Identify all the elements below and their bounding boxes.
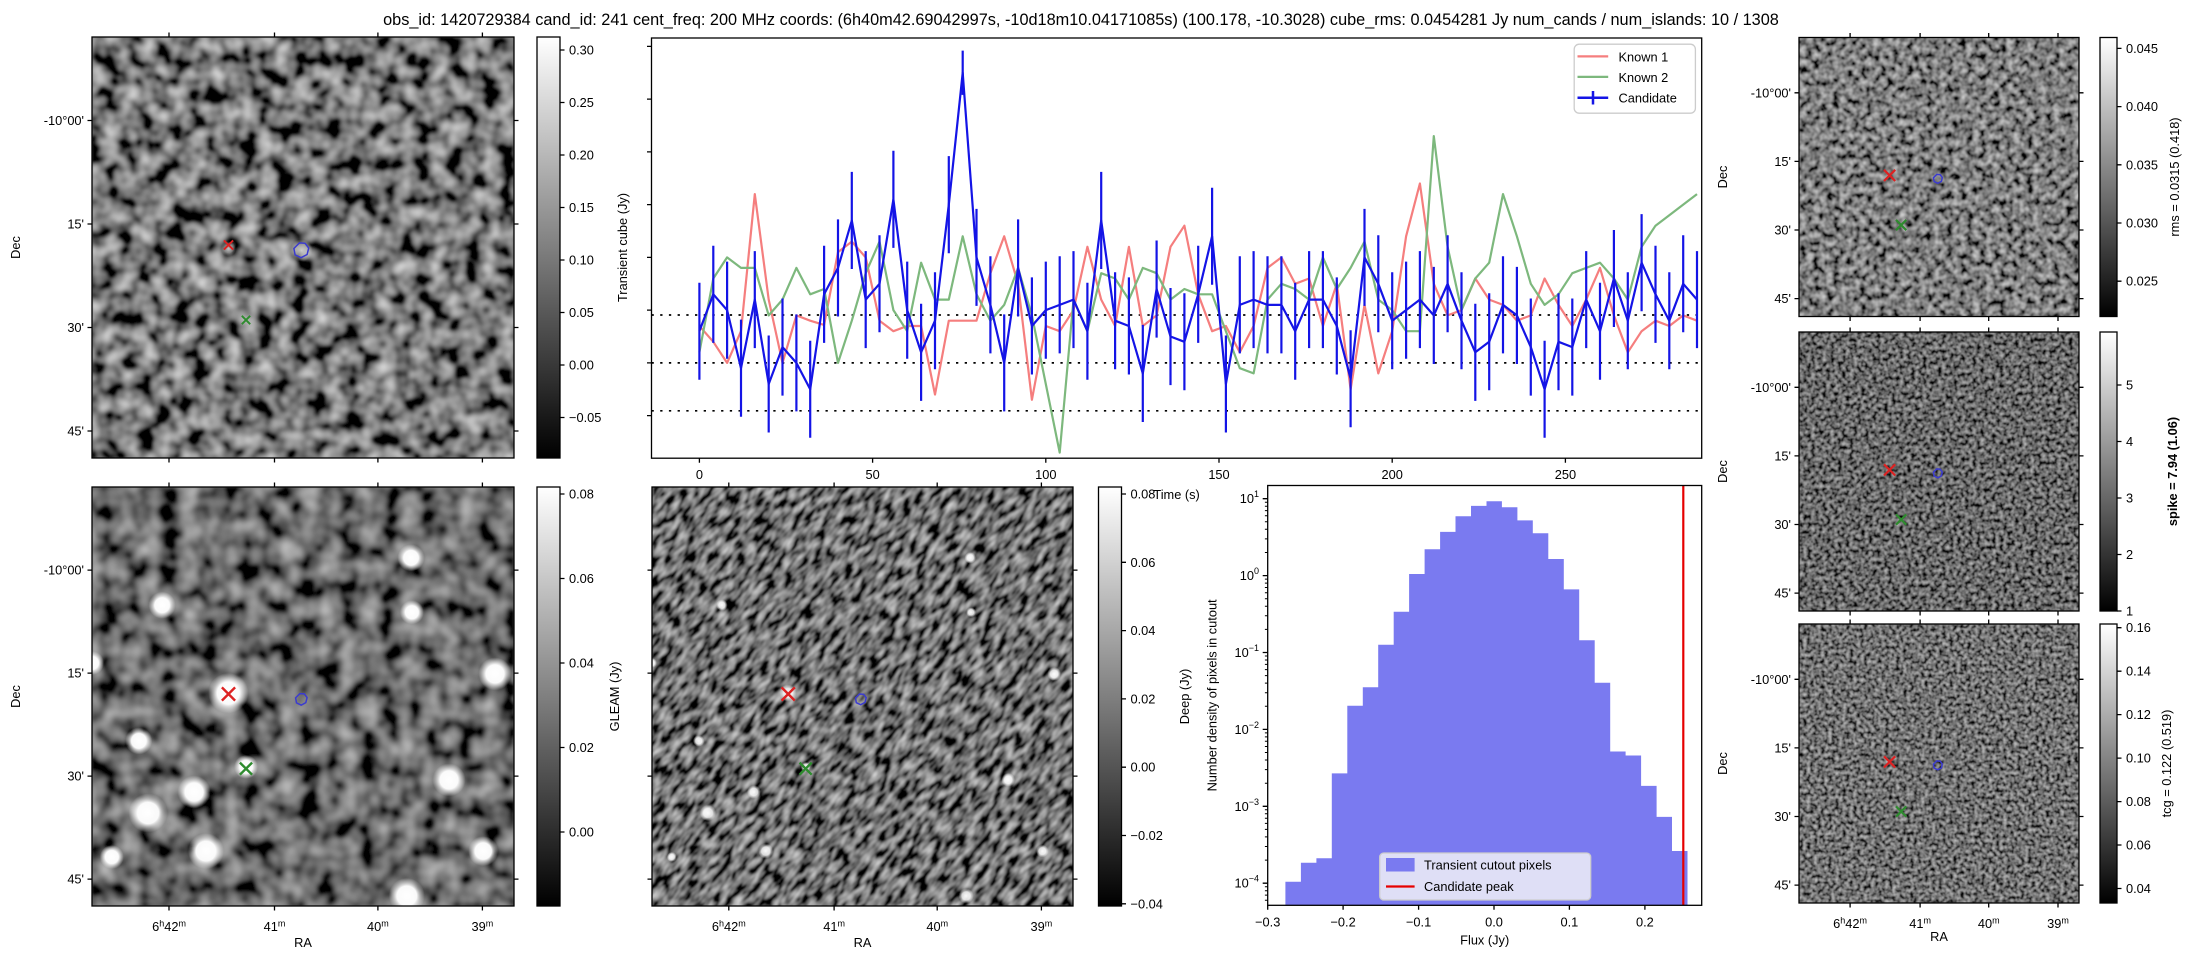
svg-text:Known 1: Known 1	[1619, 49, 1669, 64]
svg-text:0.05: 0.05	[569, 305, 594, 320]
svg-text:45': 45'	[1774, 291, 1791, 306]
svg-text:Dec: Dec	[1715, 752, 1730, 775]
svg-text:45': 45'	[1774, 878, 1791, 893]
svg-text:2: 2	[2126, 547, 2133, 562]
svg-text:Flux (Jy): Flux (Jy)	[1460, 932, 1509, 947]
svg-text:−0.02: −0.02	[1131, 828, 1163, 843]
svg-text:45': 45'	[67, 424, 84, 439]
svg-text:rms = 0.0315 (0.418): rms = 0.0315 (0.418)	[2167, 117, 2182, 236]
svg-text:45': 45'	[1774, 586, 1791, 601]
svg-text:0: 0	[696, 467, 703, 482]
svg-text:Transient cutout pixels: Transient cutout pixels	[1424, 858, 1552, 873]
svg-text:15': 15'	[67, 217, 84, 232]
svg-text:Dec: Dec	[8, 236, 23, 259]
svg-text:0.16: 0.16	[2126, 620, 2151, 635]
svg-text:0.04: 0.04	[1131, 623, 1156, 638]
svg-text:15': 15'	[1774, 154, 1791, 169]
svg-text:30': 30'	[1774, 223, 1791, 238]
svg-text:RA: RA	[1930, 929, 1948, 944]
svg-text:0.00: 0.00	[1131, 760, 1156, 775]
svg-text:-10°00': -10°00'	[44, 563, 84, 578]
svg-text:30': 30'	[67, 320, 84, 335]
svg-text:0.30: 0.30	[569, 43, 594, 58]
svg-text:-10°00': -10°00'	[1751, 85, 1791, 100]
svg-text:Dec: Dec	[1715, 165, 1730, 188]
svg-text:0.08: 0.08	[1131, 487, 1156, 502]
svg-text:15': 15'	[67, 666, 84, 681]
svg-text:1: 1	[2126, 604, 2133, 619]
svg-text:-10°00': -10°00'	[1751, 380, 1791, 395]
svg-text:-10°00': -10°00'	[1751, 672, 1791, 687]
svg-text:45': 45'	[67, 872, 84, 887]
svg-text:0.030: 0.030	[2126, 216, 2158, 231]
svg-text:Candidate: Candidate	[1619, 91, 1677, 106]
svg-text:0.025: 0.025	[2126, 274, 2158, 289]
svg-text:-10°00': -10°00'	[44, 113, 84, 128]
svg-text:0.12: 0.12	[2126, 707, 2151, 722]
svg-text:0.02: 0.02	[569, 740, 594, 755]
svg-text:spike = 7.94 (1.06): spike = 7.94 (1.06)	[2165, 417, 2180, 526]
svg-text:30': 30'	[67, 769, 84, 784]
svg-text:0.040: 0.040	[2126, 99, 2158, 114]
svg-text:tcg = 0.122 (0.519): tcg = 0.122 (0.519)	[2159, 710, 2174, 818]
svg-text:15': 15'	[1774, 448, 1791, 463]
svg-text:0.2: 0.2	[1636, 914, 1654, 929]
svg-text:−0.1: −0.1	[1406, 914, 1431, 929]
svg-text:0.06: 0.06	[2126, 838, 2151, 853]
svg-text:−0.04: −0.04	[1131, 896, 1163, 911]
svg-text:150: 150	[1208, 467, 1229, 482]
svg-text:30': 30'	[1774, 517, 1791, 532]
svg-text:Time (s): Time (s)	[1153, 487, 1199, 502]
svg-text:200: 200	[1382, 467, 1403, 482]
svg-text:0.15: 0.15	[569, 200, 594, 215]
svg-text:0.06: 0.06	[1131, 555, 1156, 570]
svg-text:RA: RA	[294, 935, 312, 950]
svg-text:0.04: 0.04	[2126, 881, 2151, 896]
svg-text:0.00: 0.00	[569, 825, 594, 840]
svg-text:0.0: 0.0	[1485, 914, 1503, 929]
svg-text:0.00: 0.00	[569, 358, 594, 373]
svg-text:GLEAM (Jy): GLEAM (Jy)	[607, 662, 622, 732]
svg-text:0.045: 0.045	[2126, 41, 2158, 56]
svg-text:15': 15'	[1774, 740, 1791, 755]
svg-text:0.08: 0.08	[2126, 794, 2151, 809]
svg-text:0.1: 0.1	[1561, 914, 1579, 929]
svg-text:0.10: 0.10	[2126, 751, 2151, 766]
svg-text:Deep (Jy): Deep (Jy)	[1177, 669, 1192, 724]
svg-text:RA: RA	[854, 935, 872, 950]
svg-text:0.08: 0.08	[569, 487, 594, 502]
svg-text:obs_id: 1420729384 cand_id: 24: obs_id: 1420729384 cand_id: 241 cent_fre…	[383, 11, 1779, 29]
svg-text:50: 50	[865, 467, 879, 482]
svg-text:4: 4	[2126, 434, 2133, 449]
svg-text:5: 5	[2126, 378, 2133, 393]
svg-text:−0.05: −0.05	[569, 410, 601, 425]
svg-text:0.04: 0.04	[569, 656, 594, 671]
svg-text:−0.3: −0.3	[1255, 914, 1280, 929]
svg-text:3: 3	[2126, 491, 2133, 506]
svg-text:Number density of pixels in cu: Number density of pixels in cutout	[1204, 599, 1219, 791]
svg-text:0.14: 0.14	[2126, 664, 2151, 679]
svg-text:0.25: 0.25	[569, 95, 594, 110]
svg-text:Known 2: Known 2	[1619, 70, 1669, 85]
svg-text:Candidate peak: Candidate peak	[1424, 879, 1514, 894]
svg-text:0.20: 0.20	[569, 148, 594, 163]
svg-text:0.10: 0.10	[569, 253, 594, 268]
svg-text:Dec: Dec	[8, 685, 23, 708]
svg-text:0.035: 0.035	[2126, 157, 2158, 172]
svg-text:Dec: Dec	[1715, 460, 1730, 483]
svg-text:Transient cube (Jy): Transient cube (Jy)	[615, 193, 630, 302]
svg-text:100: 100	[1035, 467, 1056, 482]
svg-text:30': 30'	[1774, 809, 1791, 824]
svg-text:−0.2: −0.2	[1330, 914, 1355, 929]
svg-text:250: 250	[1555, 467, 1576, 482]
svg-text:0.06: 0.06	[569, 571, 594, 586]
svg-text:0.02: 0.02	[1131, 691, 1156, 706]
